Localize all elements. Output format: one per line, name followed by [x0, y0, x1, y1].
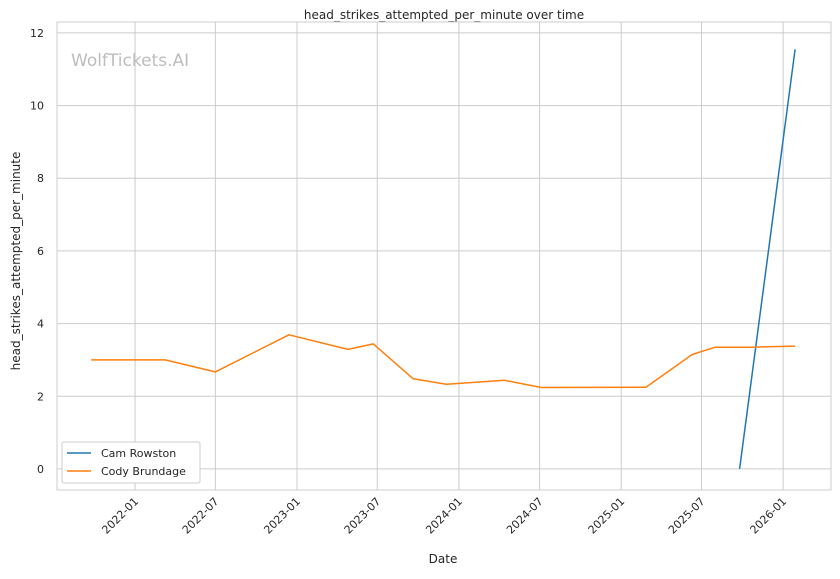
y-tick-label: 4 — [37, 318, 44, 331]
x-tick-label: 2023-07 — [342, 495, 384, 537]
x-tick-label: 2026-01 — [748, 495, 790, 537]
y-tick-label: 0 — [37, 463, 44, 476]
x-tick-label: 2023-01 — [261, 495, 303, 537]
legend-label: Cody Brundage — [101, 465, 186, 478]
x-tick-label: 2024-07 — [504, 495, 546, 537]
x-tick-label: 2022-01 — [99, 495, 141, 537]
y-axis: 0 2 4 6 8 10 12 — [30, 27, 44, 476]
x-tick-label: 2024-01 — [423, 495, 465, 537]
legend-label: Cam Rowston — [101, 447, 176, 460]
legend: Cam Rowston Cody Brundage — [62, 442, 200, 483]
x-axis-label: Date — [429, 552, 458, 566]
y-tick-label: 10 — [30, 100, 44, 113]
y-tick-label: 2 — [37, 390, 44, 403]
y-axis-label: head_strikes_attempted_per_minute — [9, 152, 23, 371]
x-tick-label: 2025-01 — [586, 495, 628, 537]
x-tick-label: 2022-07 — [180, 495, 222, 537]
chart-title: head_strikes_attempted_per_minute over t… — [304, 8, 584, 22]
y-tick-label: 6 — [37, 245, 44, 258]
x-tick-label: 2025-07 — [666, 495, 708, 537]
watermark: WolfTickets.AI — [71, 51, 189, 71]
y-tick-label: 8 — [37, 172, 44, 185]
y-tick-label: 12 — [30, 27, 44, 40]
plot-area — [57, 22, 831, 490]
x-axis: 2022-01 2022-07 2023-01 2023-07 2024-01 2024-… — [99, 495, 789, 537]
